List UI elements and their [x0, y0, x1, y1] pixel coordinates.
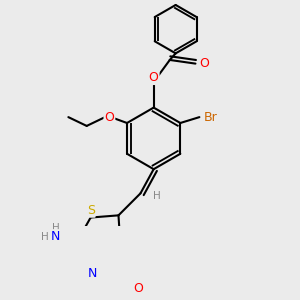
Text: H: H	[40, 232, 48, 242]
Text: H: H	[52, 223, 59, 233]
Text: O: O	[149, 71, 159, 84]
Text: S: S	[87, 204, 94, 217]
Text: H: H	[153, 191, 160, 201]
Text: O: O	[133, 282, 143, 295]
Text: Br: Br	[204, 111, 218, 124]
Text: O: O	[199, 57, 209, 70]
Text: N: N	[87, 267, 97, 280]
Text: O: O	[104, 111, 114, 124]
Text: N: N	[51, 230, 60, 243]
